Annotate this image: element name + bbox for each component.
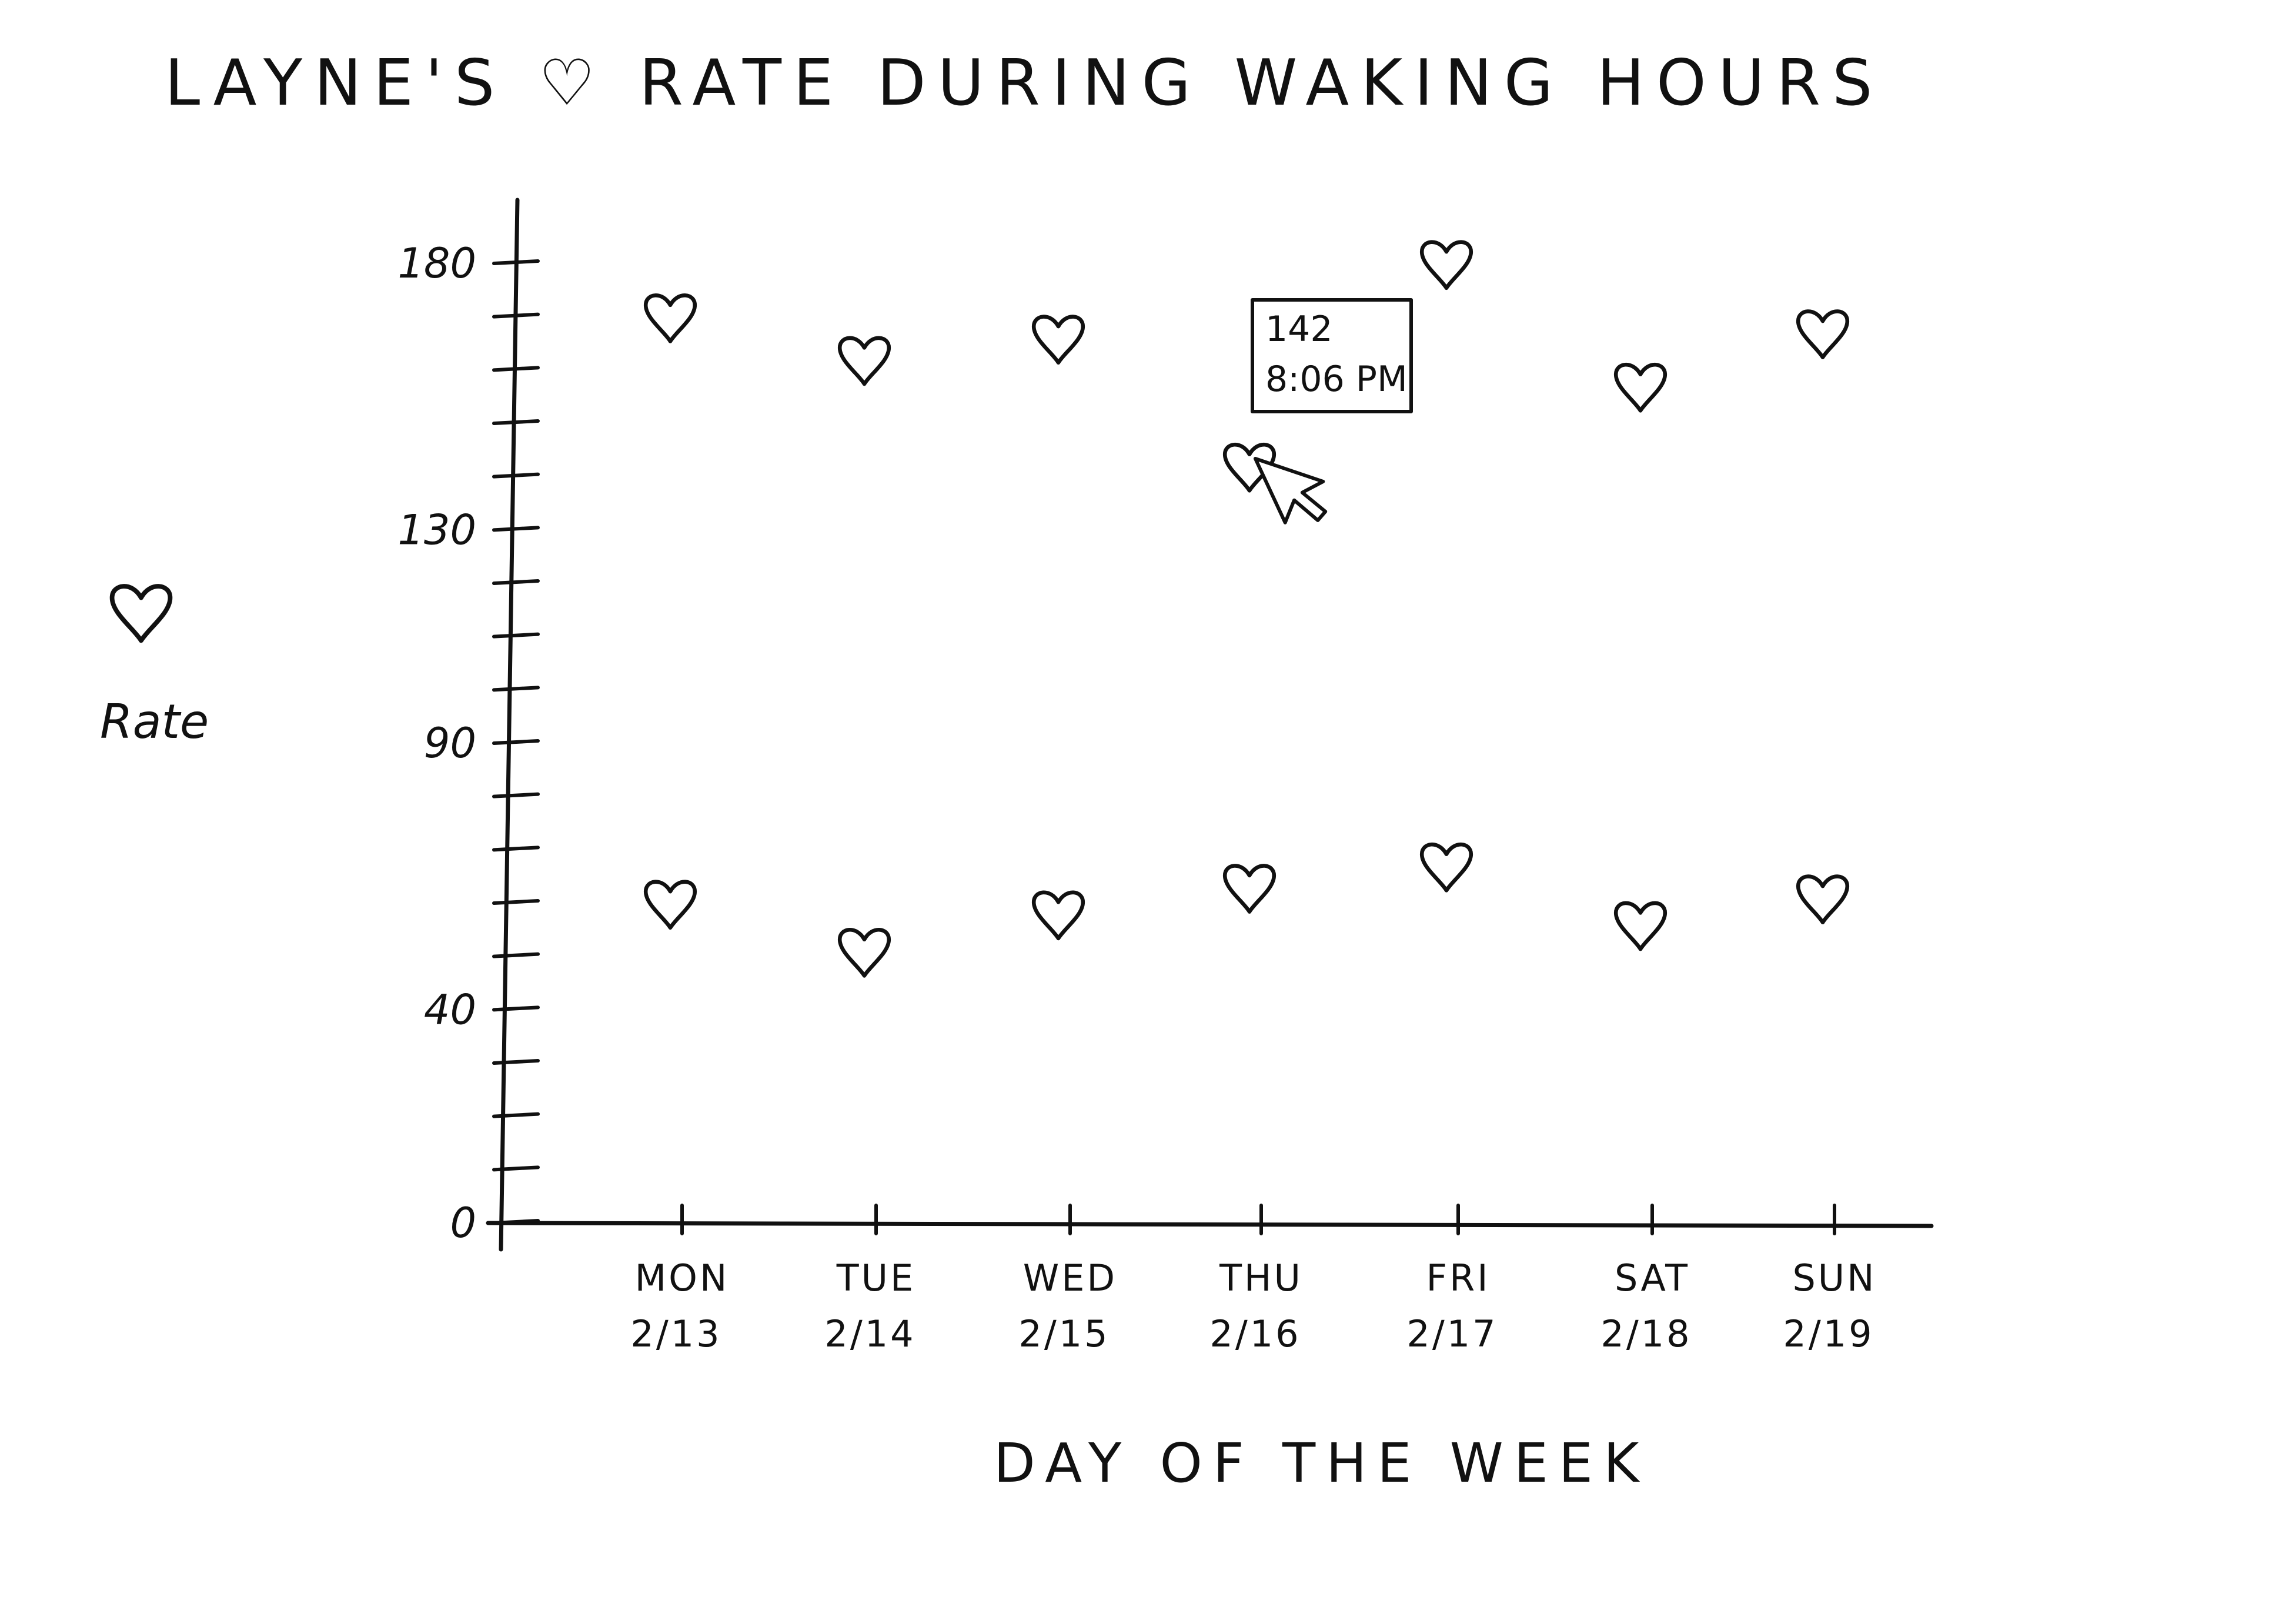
tooltip-time: 8:06 PM bbox=[1265, 359, 1408, 400]
y-tick-label: 40 bbox=[424, 985, 476, 1034]
x-tick-date: 2/18 bbox=[1600, 1312, 1692, 1355]
data-point-heart-icon[interactable] bbox=[646, 882, 695, 928]
y-tick-mark bbox=[492, 686, 540, 692]
y-tick-label: 180 bbox=[397, 239, 476, 288]
tooltip-box bbox=[1251, 298, 1413, 413]
data-point-heart-icon[interactable] bbox=[840, 930, 889, 975]
data-point-heart-icon[interactable] bbox=[1798, 877, 1847, 923]
x-tick-date: 2/13 bbox=[630, 1312, 721, 1355]
heart-icon bbox=[112, 586, 171, 640]
y-tick-mark bbox=[492, 579, 540, 585]
tooltip: 142 8:06 PM bbox=[1251, 298, 1413, 413]
x-tick-day: SUN bbox=[1792, 1257, 1876, 1299]
y-tick-mark bbox=[492, 1005, 540, 1012]
y-tick-mark bbox=[492, 526, 540, 532]
data-point-heart-icon[interactable] bbox=[840, 338, 889, 384]
x-tick-day: TUE bbox=[836, 1257, 915, 1299]
tooltip-value: 142 bbox=[1265, 309, 1333, 350]
data-point-heart-icon[interactable] bbox=[1034, 893, 1083, 938]
chart-title: LAYNE'S ♡ RATE DURING WAKING HOURS bbox=[165, 46, 1884, 120]
data-point-heart-icon[interactable] bbox=[1422, 844, 1471, 890]
y-tick-mark bbox=[492, 632, 540, 639]
y-tick-mark bbox=[492, 1165, 540, 1172]
data-point-heart-icon[interactable] bbox=[1034, 317, 1083, 363]
data-point-heart-icon[interactable] bbox=[1616, 903, 1665, 949]
x-tick-date: 2/14 bbox=[824, 1312, 915, 1355]
y-tick-label: 0 bbox=[450, 1199, 476, 1247]
x-tick-date: 2/19 bbox=[1783, 1312, 1874, 1355]
y-tick-mark bbox=[492, 1112, 540, 1118]
y-tick-mark bbox=[492, 472, 540, 479]
y-tick-label: 90 bbox=[424, 719, 476, 767]
y-tick-mark bbox=[492, 899, 540, 905]
data-point-heart-icon[interactable] bbox=[1422, 242, 1471, 288]
y-axis-line bbox=[499, 198, 520, 1252]
y-tick-label: 130 bbox=[397, 506, 476, 554]
y-tick-mark bbox=[492, 952, 540, 958]
x-axis-line bbox=[486, 1221, 1934, 1228]
y-tick-mark bbox=[492, 1059, 540, 1065]
x-tick-day: SAT bbox=[1615, 1257, 1690, 1299]
y-tick-mark bbox=[492, 846, 540, 852]
data-point-heart-icon[interactable] bbox=[1798, 312, 1847, 357]
y-axis-label: Rate bbox=[100, 694, 209, 749]
x-tick-day: MON bbox=[635, 1257, 730, 1299]
x-tick-day: FRI bbox=[1426, 1257, 1490, 1299]
cursor-arrow-icon bbox=[1254, 457, 1328, 524]
y-tick-mark bbox=[492, 419, 540, 425]
y-tick-mark bbox=[492, 739, 540, 745]
y-tick-mark bbox=[492, 1219, 540, 1225]
x-tick-day: WED bbox=[1023, 1257, 1117, 1299]
y-tick-mark bbox=[492, 792, 540, 798]
x-tick-day: THU bbox=[1219, 1257, 1303, 1299]
x-tick-date: 2/15 bbox=[1018, 1312, 1110, 1355]
y-tick-mark bbox=[492, 312, 540, 319]
x-tick-date: 2/16 bbox=[1209, 1312, 1301, 1355]
data-point-heart-icon[interactable] bbox=[646, 295, 695, 341]
data-point-heart-icon[interactable] bbox=[1225, 866, 1274, 911]
x-tick-date: 2/17 bbox=[1406, 1312, 1498, 1355]
x-axis-label: DAY OF THE WEEK bbox=[994, 1432, 1649, 1495]
y-tick-mark bbox=[492, 366, 540, 372]
y-tick-mark bbox=[492, 259, 540, 265]
data-point-heart-icon[interactable] bbox=[1616, 365, 1665, 410]
